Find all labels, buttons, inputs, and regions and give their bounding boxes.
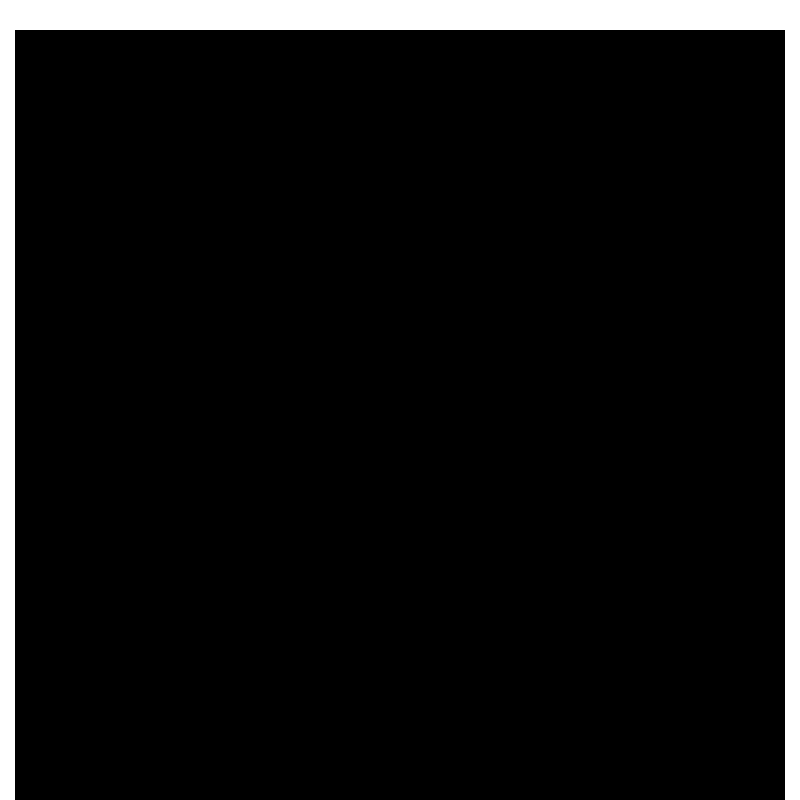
- crosshair-marker: [48, 208, 53, 218]
- root-container: [0, 0, 800, 800]
- heatmap-canvas: [48, 63, 348, 213]
- plot-area: [48, 63, 752, 767]
- chart-frame: [15, 30, 785, 800]
